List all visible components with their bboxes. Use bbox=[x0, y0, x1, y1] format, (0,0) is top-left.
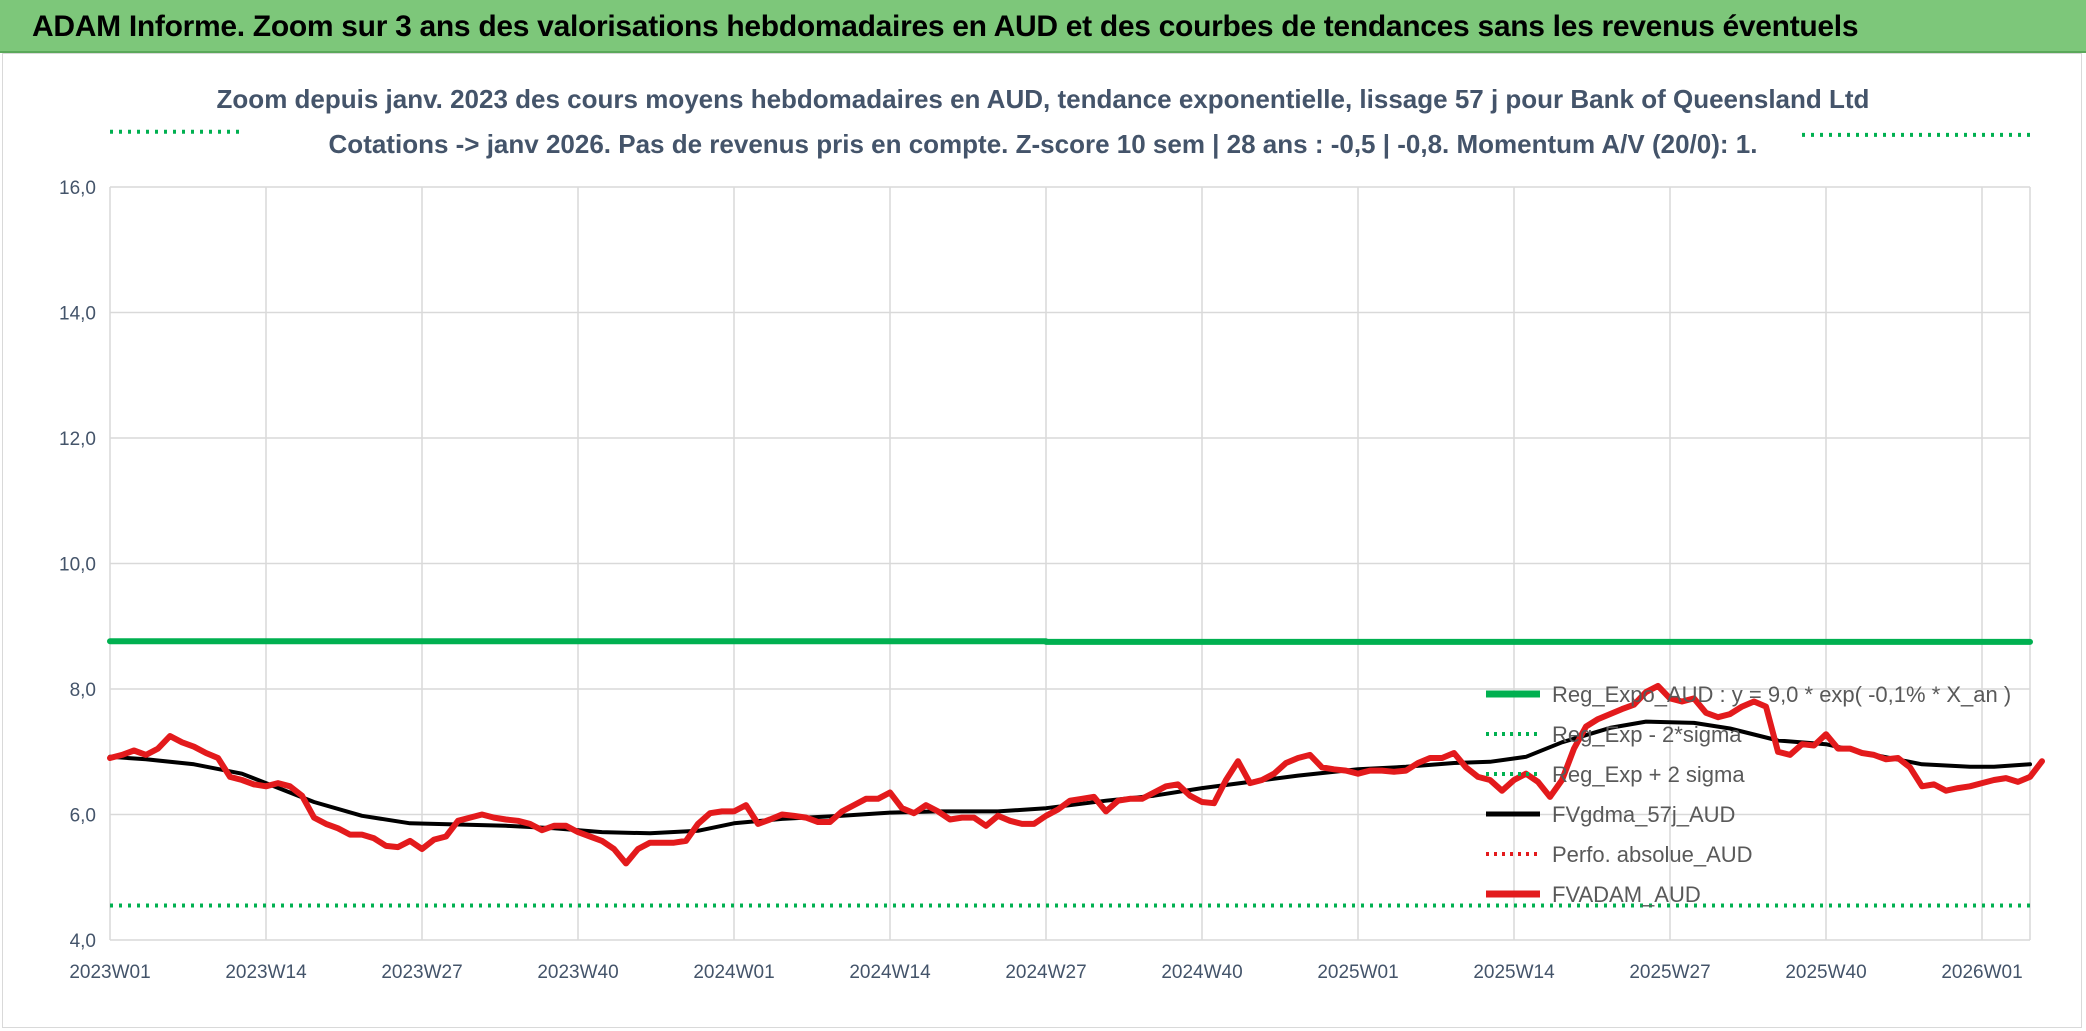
y-tick-label: 6,0 bbox=[70, 806, 96, 827]
y-tick-label: 4,0 bbox=[70, 931, 96, 952]
report-title: ADAM Informe. Zoom sur 3 ans des valoris… bbox=[32, 10, 1859, 43]
x-tick-label: 2025W01 bbox=[1317, 962, 1398, 983]
series-line-reg-expo bbox=[107, 638, 2033, 645]
legend: Reg_Expo_AUD : y = 9,0 * exp( -0,1% * X_… bbox=[1486, 682, 2011, 907]
x-tick-label: 2023W40 bbox=[537, 962, 618, 983]
report-banner: ADAM Informe. Zoom sur 3 ans des valoris… bbox=[0, 0, 2086, 53]
series-line-fvgdma bbox=[108, 719, 2032, 836]
x-tick-label: 2025W14 bbox=[1473, 962, 1555, 983]
legend-label: Perfo. absolue_AUD bbox=[1552, 842, 1753, 867]
x-tick-label: 2024W40 bbox=[1161, 962, 1242, 983]
x-tick-label: 2025W40 bbox=[1785, 962, 1866, 983]
x-tick-label: 2024W01 bbox=[693, 962, 774, 983]
chart-frame bbox=[2, 53, 2082, 1028]
x-tick-label: 2023W14 bbox=[225, 962, 307, 983]
x-tick-label: 2024W14 bbox=[849, 962, 931, 983]
legend-label: Reg_Exp + 2 sigma bbox=[1552, 762, 1745, 787]
legend-label: Reg_Exp - 2*sigma bbox=[1552, 722, 1742, 747]
y-tick-label: 16,0 bbox=[59, 178, 96, 199]
x-tick-label: 2026W01 bbox=[1941, 962, 2022, 983]
y-tick-label: 10,0 bbox=[59, 555, 96, 576]
legend-label: FVgdma_57j_AUD bbox=[1552, 802, 1735, 827]
chart-subtitle: Cotations -> janv 2026. Pas de revenus p… bbox=[328, 129, 1758, 159]
x-tick-label: 2025W27 bbox=[1629, 962, 1710, 983]
legend-label: Reg_Expo_AUD : y = 9,0 * exp( -0,1% * X_… bbox=[1552, 682, 2011, 707]
y-tick-label: 8,0 bbox=[70, 680, 96, 701]
series-line-fvadam bbox=[107, 682, 2045, 867]
x-tick-label: 2023W01 bbox=[69, 962, 150, 983]
legend-label: FVADAM_AUD bbox=[1552, 882, 1701, 907]
y-tick-label: 14,0 bbox=[59, 304, 96, 325]
chart-title: Zoom depuis janv. 2023 des cours moyens … bbox=[216, 84, 1870, 114]
x-tick-label: 2024W27 bbox=[1005, 962, 1086, 983]
y-tick-label: 12,0 bbox=[59, 429, 96, 450]
x-tick-label: 2023W27 bbox=[381, 962, 462, 983]
